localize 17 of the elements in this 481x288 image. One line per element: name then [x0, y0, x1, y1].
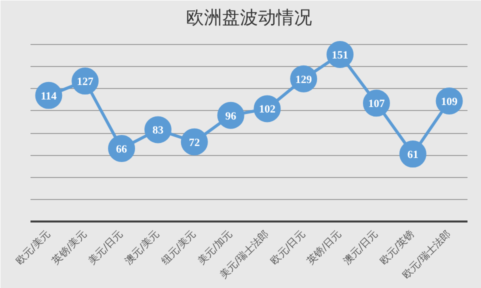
data-label: 96	[225, 110, 237, 122]
chart-title: 欧洲盘波动情况	[186, 8, 312, 28]
data-label: 114	[40, 90, 58, 102]
data-label: 61	[407, 149, 418, 162]
data-label: 83	[152, 124, 164, 137]
data-label: 127	[76, 76, 94, 88]
x-tick-label: 澳元/日元	[341, 228, 380, 268]
data-label: 107	[368, 98, 386, 110]
data-label: 72	[188, 136, 200, 149]
data-label: 151	[332, 50, 348, 62]
data-label: 66	[116, 144, 128, 156]
data-label: 109	[441, 96, 458, 108]
data-label: 102	[258, 104, 276, 116]
point	[180, 128, 208, 156]
data-label: 129	[295, 74, 312, 86]
x-tick-label: 纽元/美元	[159, 228, 198, 268]
x-tick-label: 澳元/美元	[122, 228, 162, 268]
